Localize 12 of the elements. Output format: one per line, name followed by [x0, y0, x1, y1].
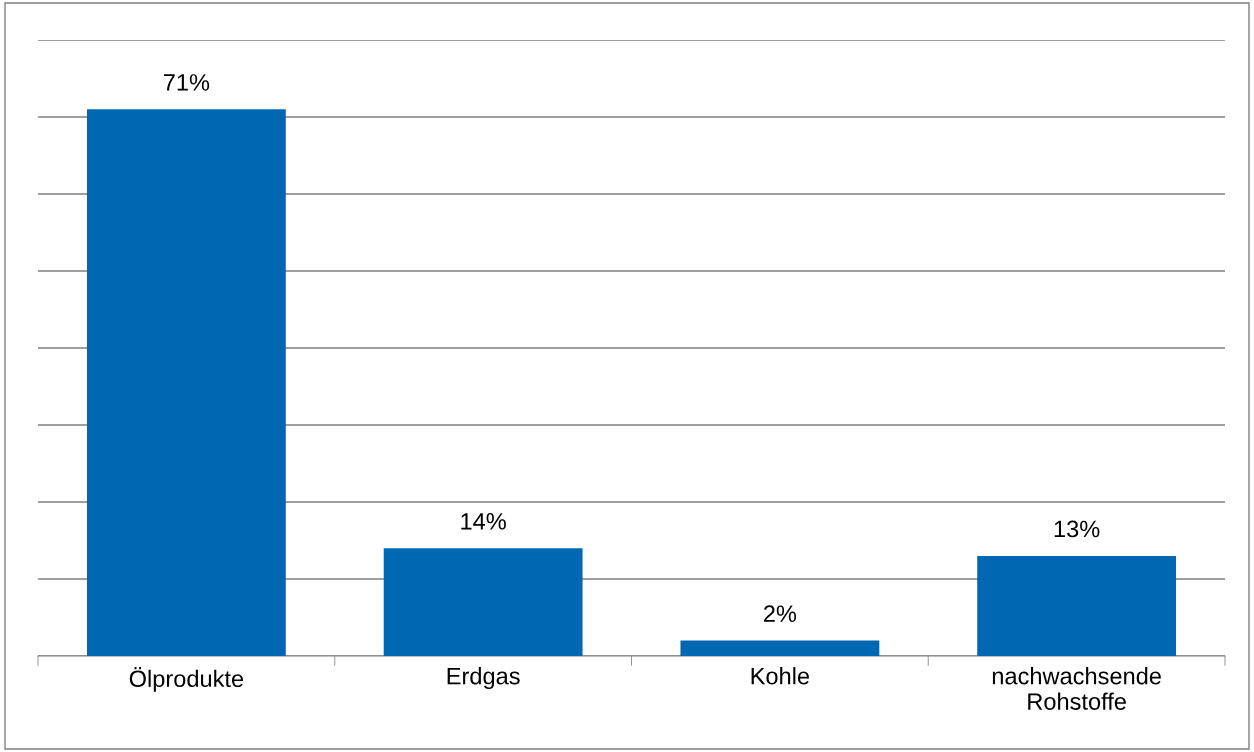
data-label: 14%	[461, 513, 506, 530]
bar	[383, 548, 583, 656]
x-tick-label: Kohle	[751, 667, 810, 685]
x-tick-label: Ölprodukte	[129, 667, 244, 692]
data-label: 13%	[1054, 520, 1100, 538]
x-tick-label: nachwachsende Rohstoffe	[992, 667, 1161, 710]
x-tick-label: Erdgas	[447, 667, 520, 690]
bar	[680, 640, 880, 656]
data-label: 71%	[163, 74, 210, 91]
bar	[86, 109, 286, 656]
bar	[977, 555, 1177, 656]
data-label: 2%	[764, 605, 797, 622]
